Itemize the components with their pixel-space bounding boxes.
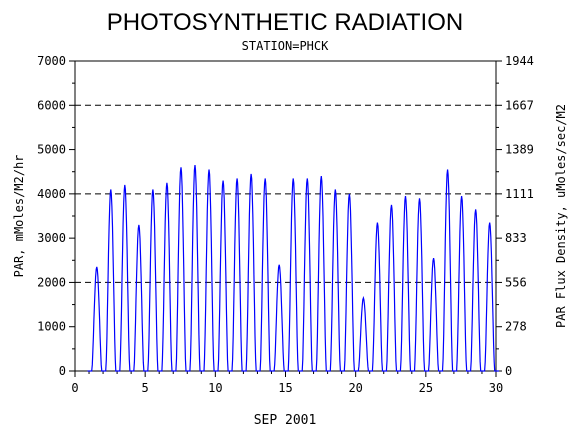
y-right-tick-label: 1667 <box>505 98 534 112</box>
y-tick-label: 7000 <box>37 54 66 68</box>
data-point <box>433 257 435 259</box>
data-point <box>110 188 112 190</box>
data-point <box>250 173 252 175</box>
x-tick-label: 0 <box>71 381 78 395</box>
y-axis-label-right: PAR Flux Density, uMoles/sec/M2 <box>554 104 568 328</box>
x-tick-label: 25 <box>419 381 433 395</box>
data-point <box>461 195 463 197</box>
y-right-tick-label: 0 <box>505 364 512 378</box>
data-point <box>489 222 491 224</box>
data-point <box>447 169 449 171</box>
y-right-tick-label: 556 <box>505 275 527 289</box>
data-point <box>320 175 322 177</box>
gridlines <box>75 104 496 283</box>
y-right-tick-label: 1111 <box>505 187 534 201</box>
y-tick-label: 6000 <box>37 98 66 112</box>
data-point <box>152 188 154 190</box>
x-axis: 0 5 10 15 20 25 30 <box>71 371 503 395</box>
data-point <box>404 195 406 197</box>
y-tick-label: 1000 <box>37 320 66 334</box>
data-point <box>264 177 266 179</box>
y-right-tick-label: 833 <box>505 231 527 245</box>
x-tick-label: 15 <box>278 381 292 395</box>
data-point <box>166 182 168 184</box>
y-right-tick-label: 1389 <box>505 143 534 157</box>
data-point <box>362 297 364 299</box>
par-series <box>87 164 499 372</box>
y-tick-label: 4000 <box>37 187 66 201</box>
y-tick-label: 3000 <box>37 231 66 245</box>
par-line <box>87 165 499 372</box>
y-axis-label-left: PAR, mMoles/M2/hr <box>12 155 26 278</box>
y-tick-label: 5000 <box>37 143 66 157</box>
y-right-tick-label: 1944 <box>505 54 534 68</box>
x-tick-label: 30 <box>489 381 503 395</box>
y-tick-label: 2000 <box>37 275 66 289</box>
data-point <box>419 197 421 199</box>
data-point <box>292 177 294 179</box>
data-point <box>138 224 140 226</box>
right-axis: 0 278 556 833 1111 1389 1667 1944 <box>496 54 534 378</box>
data-point <box>334 188 336 190</box>
data-point <box>180 166 182 168</box>
y-right-tick-label: 278 <box>505 320 527 334</box>
x-axis-label: SEP 2001 <box>254 413 317 428</box>
data-point <box>278 264 280 266</box>
data-point <box>348 193 350 195</box>
x-tick-label: 5 <box>142 381 149 395</box>
data-point <box>194 164 196 166</box>
data-point <box>376 222 378 224</box>
data-point <box>306 177 308 179</box>
data-point <box>475 208 477 210</box>
data-point <box>124 184 126 186</box>
data-point <box>390 204 392 206</box>
data-point <box>236 177 238 179</box>
chart-title: PHOTOSYNTHETIC RADIATION <box>107 9 463 36</box>
x-tick-label: 20 <box>348 381 362 395</box>
chart-subtitle: STATION=PHCK <box>242 39 329 53</box>
plot-frame <box>74 60 497 372</box>
data-point <box>222 180 224 182</box>
y-tick-label: 0 <box>59 364 66 378</box>
data-point <box>96 266 98 268</box>
data-point <box>208 169 210 171</box>
x-tick-label: 10 <box>208 381 222 395</box>
left-axis: 0 1000 2000 3000 4000 5000 6000 7000 <box>37 54 75 378</box>
